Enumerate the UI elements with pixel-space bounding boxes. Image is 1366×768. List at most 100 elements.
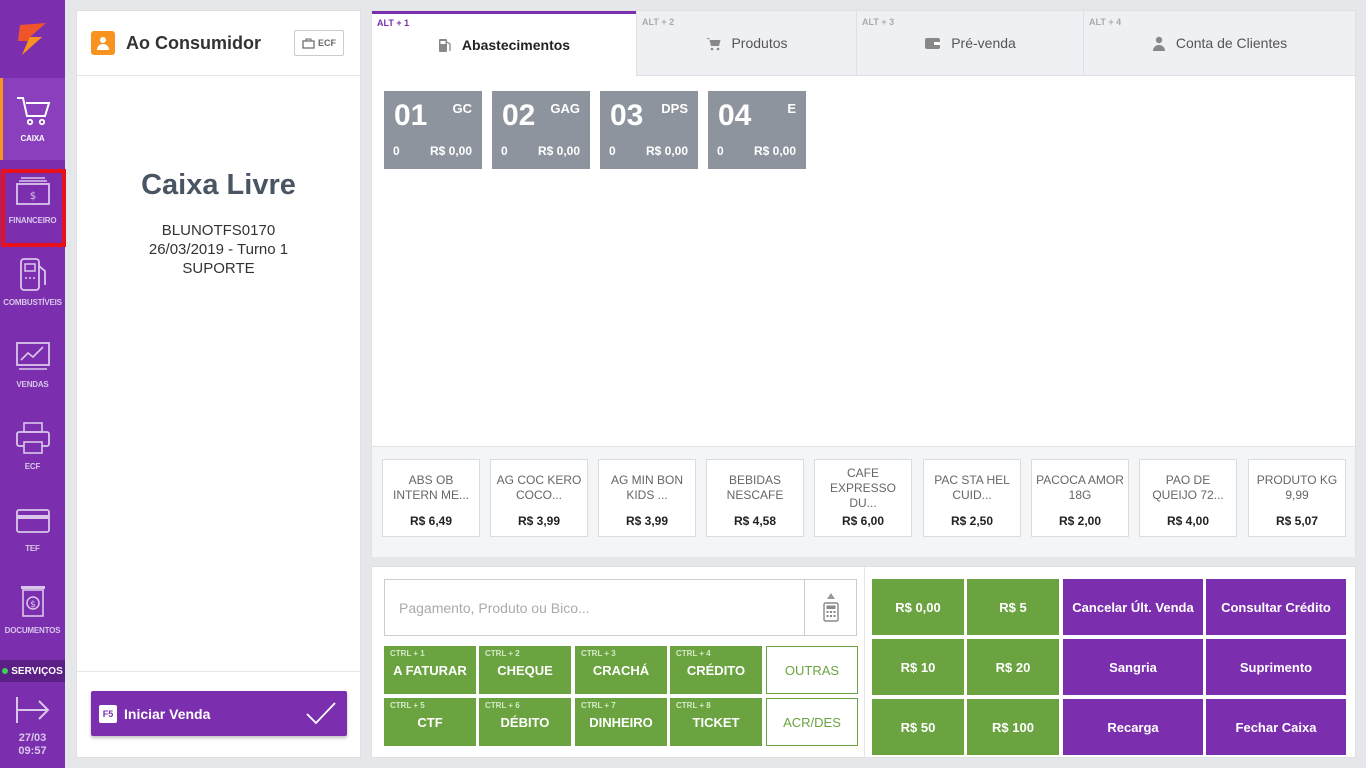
tab-conta-de-clientes[interactable]: ALT + 4 Conta de Clientes — [1083, 11, 1355, 76]
pump-tile[interactable]: 01 GC 0 R$ 0,00 — [384, 91, 482, 169]
check-icon — [306, 702, 336, 725]
payment-label: ACR/DES — [783, 715, 841, 730]
consumer-header: Ao Consumidor ECF — [77, 11, 360, 76]
payment-ctf-button[interactable]: CTRL + 5 CTF — [384, 698, 476, 746]
product-name: PRODUTO KG 9,99 — [1256, 473, 1338, 502]
quick-value-button[interactable]: R$ 100 — [967, 699, 1059, 755]
sangria-button[interactable]: Sangria — [1063, 639, 1203, 695]
product-price: R$ 2,50 — [950, 514, 994, 528]
sidebar-item-financeiro[interactable]: $ FINANCEIRO — [0, 160, 65, 242]
sale-panel: Ao Consumidor ECF Caixa Livre BLUNOTFS01… — [76, 10, 361, 758]
product-tile[interactable]: ABS OB INTERN ME... R$ 6,49 — [382, 459, 480, 537]
briefcase-icon — [302, 38, 315, 49]
app-logo — [0, 0, 65, 78]
quick-value-button[interactable]: R$ 0,00 — [872, 579, 964, 635]
cart-icon — [706, 37, 721, 50]
product-tile[interactable]: BEBIDAS NESCAFE R$ 4,58 — [706, 459, 804, 537]
payment-cracha-button[interactable]: CTRL + 3 CRACHÁ — [575, 646, 667, 694]
search-box — [384, 579, 857, 636]
pump-tile[interactable]: 02 GAG 0 R$ 0,00 — [492, 91, 590, 169]
product-name: CAFE EXPRESSO DU... — [829, 465, 897, 510]
cashier-info: BLUNOTFS0170 26/03/2019 - Turno 1 SUPORT… — [77, 221, 360, 278]
payment-dinheiro-button[interactable]: CTRL + 7 DINHEIRO — [575, 698, 667, 746]
sidebar-item-ecf[interactable]: ECF — [0, 406, 65, 488]
sidebar-item-combustiveis[interactable]: COMBUSTÍVEIS — [0, 242, 65, 324]
clock-date: 27/03 — [18, 732, 47, 744]
quick-value-button[interactable]: R$ 5 — [967, 579, 1059, 635]
user-icon — [1152, 36, 1165, 51]
pump-number: 02 — [502, 99, 536, 132]
logout-button[interactable] — [0, 690, 65, 730]
payment-ticket-button[interactable]: CTRL + 8 TICKET — [670, 698, 762, 746]
sidebar-item-label: VENDAS — [16, 380, 49, 389]
payment-label: CRACHÁ — [592, 663, 650, 678]
tab-label: Abastecimentos — [461, 37, 571, 53]
services-status[interactable]: SERVIÇOS — [0, 660, 65, 682]
sidebar-item-tef[interactable]: TEF — [0, 488, 65, 570]
payment-label: TICKET — [692, 715, 740, 730]
fuel-pump-icon — [15, 256, 51, 292]
check-credit-button[interactable]: Consultar Crédito — [1206, 579, 1346, 635]
tab-label: Conta de Clientes — [1175, 35, 1288, 51]
payment-outras-button[interactable]: OUTRAS — [766, 646, 858, 694]
sidebar-item-label: COMBUSTÍVEIS — [3, 298, 62, 307]
fuel-icon — [438, 39, 451, 52]
close-cashier-button[interactable]: Fechar Caixa — [1206, 699, 1346, 755]
shift-info: 26/03/2019 - Turno 1 — [148, 241, 289, 258]
sidebar-item-label: TEF — [25, 544, 40, 553]
cancel-last-sale-button[interactable]: Cancelar Últ. Venda — [1063, 579, 1203, 635]
tab-pre-venda[interactable]: ALT + 3 Pré-venda — [856, 11, 1083, 76]
cashier-status: Caixa Livre — [141, 169, 296, 201]
payment-label: CTF — [417, 715, 443, 730]
recharge-button[interactable]: Recarga — [1063, 699, 1203, 755]
product-tile[interactable]: PAO DE QUEIJO 72... R$ 4,00 — [1139, 459, 1237, 537]
start-sale-button[interactable]: F5 Iniciar Venda — [91, 691, 347, 736]
sidebar-item-caixa[interactable]: CAIXA — [0, 78, 65, 160]
product-price: R$ 4,58 — [733, 514, 777, 528]
pump-fuel: DPS — [661, 101, 688, 116]
calculator-button[interactable] — [804, 580, 856, 635]
payment-debito-button[interactable]: CTRL + 6 DÉBITO — [479, 698, 571, 746]
product-tile[interactable]: CAFE EXPRESSO DU... R$ 6,00 — [814, 459, 912, 537]
payment-a-faturar-button[interactable]: CTRL + 1 A FATURAR — [384, 646, 476, 694]
payment-shortcut: CTRL + 1 — [390, 649, 425, 658]
pump-tile[interactable]: 04 E 0 R$ 0,00 — [708, 91, 806, 169]
quick-products: ABS OB INTERN ME... R$ 6,49 AG COC KERO … — [372, 446, 1355, 557]
product-price: R$ 3,99 — [517, 514, 561, 528]
start-sale-label: Iniciar Venda — [124, 705, 211, 722]
quick-value-button[interactable]: R$ 10 — [872, 639, 964, 695]
tab-abastecimentos[interactable]: ALT + 1 Abastecimentos — [372, 11, 636, 76]
tab-shortcut: ALT + 2 — [642, 17, 675, 27]
payment-label: CRÉDITO — [686, 663, 746, 678]
clock: 27/03 09:57 — [0, 732, 65, 758]
product-name: BEBIDAS NESCAFE — [726, 473, 784, 502]
product-tile[interactable]: AG MIN BON KIDS ... R$ 3,99 — [598, 459, 696, 537]
product-price: R$ 6,49 — [409, 514, 453, 528]
pump-amount: R$ 0,00 — [753, 144, 796, 158]
product-name: PAO DE QUEIJO 72... — [1152, 473, 1224, 502]
payment-cheque-button[interactable]: CTRL + 2 CHEQUE — [479, 646, 571, 694]
sale-footer: F5 Iniciar Venda — [77, 671, 360, 757]
tab-produtos[interactable]: ALT + 2 Produtos — [636, 11, 856, 76]
product-tile[interactable]: PAC STA HEL CUID... R$ 2,50 — [923, 459, 1021, 537]
pump-qty: 0 — [501, 144, 508, 158]
sidebar-item-documentos[interactable]: $ DOCUMENTOS — [0, 570, 65, 652]
ecf-button[interactable]: ECF — [294, 30, 344, 56]
payment-shortcut: CTRL + 7 — [581, 701, 616, 710]
shortcut-key: F5 — [99, 704, 117, 723]
product-tile[interactable]: AG COC KERO COCO... R$ 3,99 — [490, 459, 588, 537]
product-tile[interactable]: PRODUTO KG 9,99 R$ 5,07 — [1248, 459, 1346, 537]
quick-value-button[interactable]: R$ 20 — [967, 639, 1059, 695]
calculator-icon — [822, 602, 839, 622]
search-input[interactable] — [385, 580, 805, 635]
pump-tile[interactable]: 03 DPS 0 R$ 0,00 — [600, 91, 698, 169]
consumer-name[interactable]: Ao Consumidor — [126, 32, 261, 53]
payment-credito-button[interactable]: CTRL + 4 CRÉDITO — [670, 646, 762, 694]
panel-divider — [864, 567, 865, 757]
payment-acr-des-button[interactable]: ACR/DES — [766, 698, 858, 746]
suprimento-button[interactable]: Suprimento — [1206, 639, 1346, 695]
quick-value-button[interactable]: R$ 50 — [872, 699, 964, 755]
product-tile[interactable]: PACOCA AMOR 18G R$ 2,00 — [1031, 459, 1129, 537]
user-icon — [91, 31, 115, 55]
sidebar-item-vendas[interactable]: VENDAS — [0, 324, 65, 406]
